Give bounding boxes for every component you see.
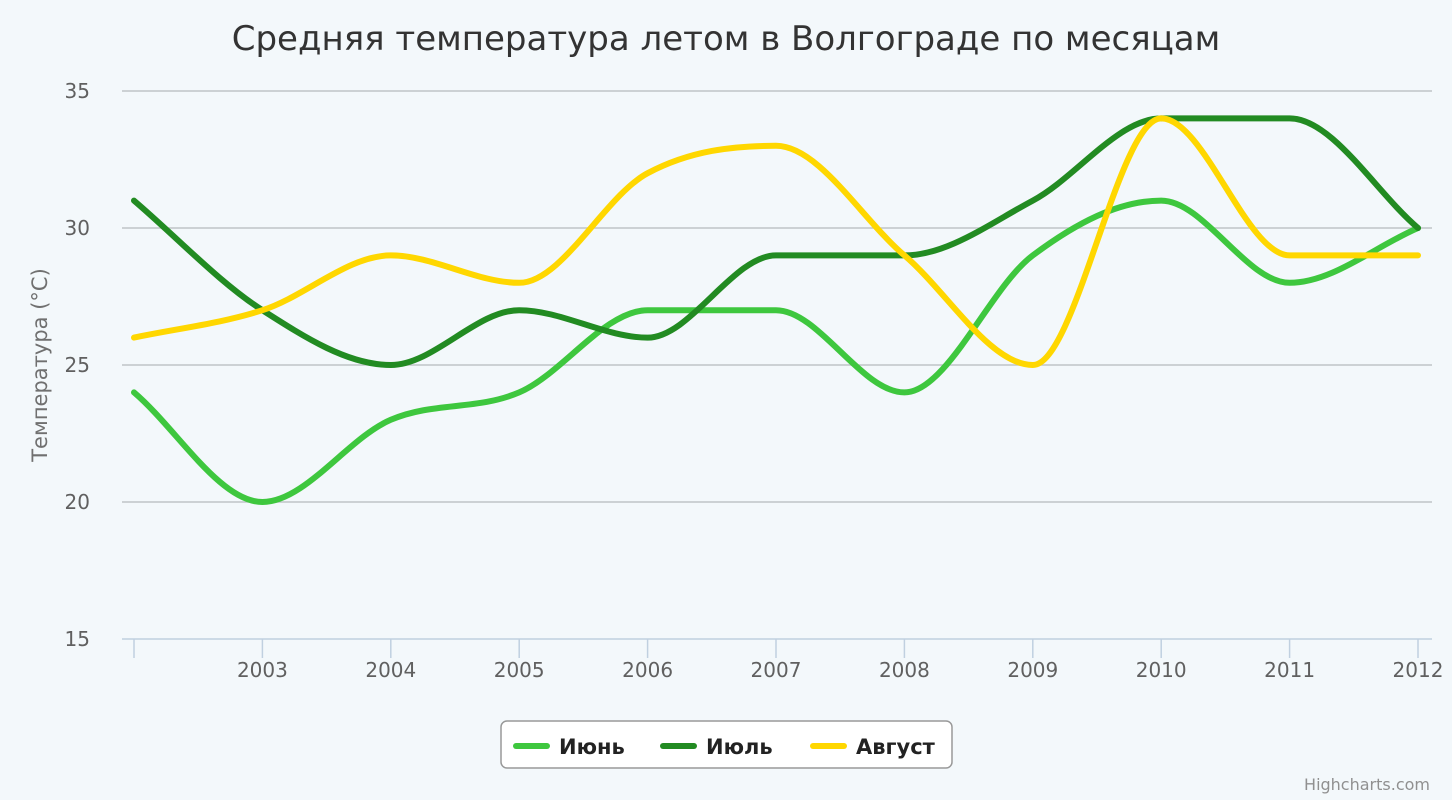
x-tick-label-2008: 2008	[879, 658, 930, 682]
x-tick-label-2007: 2007	[751, 658, 802, 682]
x-tick-label-2005: 2005	[494, 658, 545, 682]
x-tick-label-2010: 2010	[1136, 658, 1187, 682]
x-axis: 2003 2004 2005 2006 2007 2008 2009 2010 2011 2012	[122, 638, 1444, 682]
series-line-3[interactable]	[131, 115, 1421, 368]
x-tick-label-2003: 2003	[237, 658, 288, 682]
x-tick-label-2012: 2012	[1393, 658, 1444, 682]
legend-label-3: Август	[856, 735, 936, 759]
series-line-2[interactable]	[131, 115, 1421, 368]
legend-box	[500, 720, 953, 769]
y-tick-label-20: 20	[65, 490, 90, 514]
credits[interactable]: Highcharts.com	[1304, 775, 1430, 794]
legend-item-1[interactable]: Июнь	[513, 735, 625, 759]
y-tick-labels: 15 20 25 30 35	[65, 79, 90, 651]
legend-label-2: Июль	[706, 735, 773, 759]
y-tick-label-35: 35	[65, 79, 90, 103]
legend-label-1: Июнь	[559, 735, 625, 759]
legend-item-2[interactable]: Июль	[660, 735, 773, 759]
x-tick-label-2004: 2004	[365, 658, 416, 682]
x-tick-label-2011: 2011	[1264, 658, 1315, 682]
y-tick-label-30: 30	[65, 216, 90, 240]
series-lines	[131, 115, 1421, 505]
x-tick-label-2009: 2009	[1007, 658, 1058, 682]
y-gridlines	[122, 90, 1432, 503]
legend-item-3[interactable]: Август	[810, 735, 936, 759]
y-tick-label-15: 15	[65, 627, 90, 651]
x-tick-label-2006: 2006	[622, 658, 673, 682]
series-line-1[interactable]	[131, 197, 1421, 505]
legend: Июнь Июль Август	[500, 720, 953, 769]
y-axis-title: Температура (°C)	[28, 268, 52, 463]
chart-title: Средняя температура летом в Волгограде п…	[232, 19, 1221, 59]
y-tick-label-25: 25	[65, 353, 90, 377]
